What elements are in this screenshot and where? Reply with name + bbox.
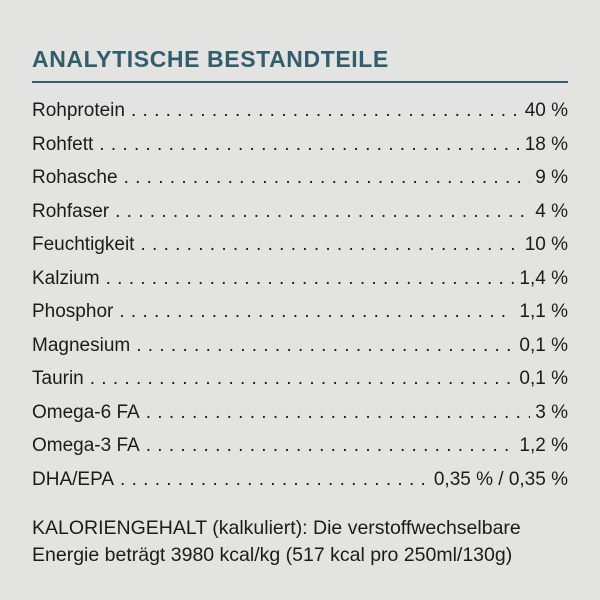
nutrient-row: Feuchtigkeit 10 % <box>32 228 568 262</box>
calorie-note-line1: KALORIENGEHALT (kalkuliert): Die verstof… <box>32 517 521 539</box>
section-title: ANALYTISCHE BESTANDTEILE <box>32 46 389 72</box>
nutrient-label: Phosphor <box>32 301 114 322</box>
title-underline <box>32 81 568 83</box>
nutrient-value: 0,1 % <box>519 334 568 356</box>
calorie-note-line2: Energie beträgt 3980 kcal/kg (517 kcal p… <box>32 544 513 566</box>
dot-leader <box>131 94 520 128</box>
nutrient-label: Rohasche <box>32 167 118 188</box>
nutrient-value: 40 % <box>524 100 568 121</box>
dot-leader <box>119 295 514 329</box>
nutrient-label: Omega-6 FA <box>32 401 140 423</box>
nutrient-label: Rohfett <box>32 133 94 155</box>
dot-leader <box>106 262 515 296</box>
nutrient-row: Rohfaser 4 % <box>32 195 568 229</box>
nutrient-row: Taurin 0,1 % <box>32 362 568 396</box>
nutrient-label: Taurin <box>32 368 84 389</box>
nutrient-table: Rohprotein 40 % Rohfett 18 % Rohasche 9 … <box>32 94 568 496</box>
dot-leader <box>146 396 531 430</box>
dot-leader <box>99 128 519 162</box>
nutrient-label: Omega-3 FA <box>32 435 140 456</box>
dot-leader <box>120 463 429 497</box>
nutrient-value: 1,2 % <box>519 435 568 456</box>
dot-leader <box>146 429 515 463</box>
nutrient-value: 4 % <box>535 200 568 222</box>
nutrient-row: Rohprotein 40 % <box>32 94 568 128</box>
nutrient-value: 18 % <box>524 133 568 155</box>
nutrient-label: Rohfaser <box>32 200 110 222</box>
nutrient-label: Magnesium <box>32 334 131 356</box>
nutrient-row: Magnesium 0,1 % <box>32 329 568 363</box>
nutrient-value: 9 % <box>535 167 568 188</box>
nutrient-row: Omega-3 FA 1,2 % <box>32 429 568 463</box>
nutrient-row: Rohfett 18 % <box>32 128 568 162</box>
nutrient-row: DHA/EPA 0,35 % / 0,35 % <box>32 463 568 497</box>
nutrient-row: Omega-6 FA 3 % <box>32 396 568 430</box>
dot-leader <box>136 329 514 363</box>
nutrient-value: 3 % <box>535 401 568 423</box>
label-header: ANALYTISCHE BESTANDTEILE <box>32 46 568 83</box>
dot-leader <box>90 362 515 396</box>
calorie-note: KALORIENGEHALT (kalkuliert): Die verstof… <box>32 515 568 569</box>
dot-leader <box>140 228 519 262</box>
nutrient-label: Feuchtigkeit <box>32 234 135 255</box>
nutrient-row: Rohasche 9 % <box>32 161 568 195</box>
nutrient-value: 10 % <box>524 234 568 255</box>
nutrient-value: 1,1 % <box>519 301 568 322</box>
nutrient-label: Kalzium <box>32 267 100 289</box>
nutrient-value: 0,1 % <box>519 368 568 389</box>
nutrient-value: 0,35 % / 0,35 % <box>433 468 568 490</box>
nutrient-label: Rohprotein <box>32 100 125 121</box>
nutrient-row: Kalzium 1,4 % <box>32 262 568 296</box>
nutrient-label: DHA/EPA <box>32 468 115 490</box>
dot-leader <box>115 195 530 229</box>
nutrient-row: Phosphor 1,1 % <box>32 295 568 329</box>
nutrient-value: 1,4 % <box>519 267 568 289</box>
dot-leader <box>124 161 531 195</box>
